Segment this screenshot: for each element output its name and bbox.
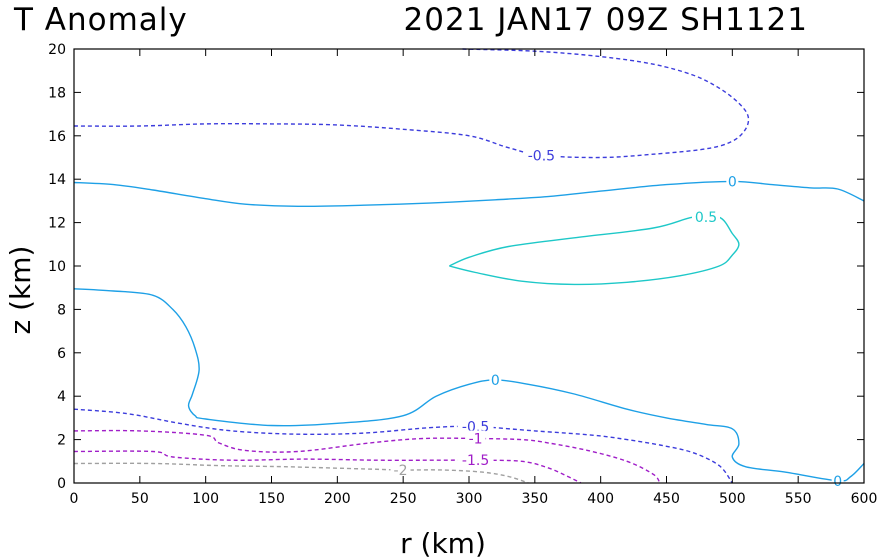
contour-pos-0-5 [449, 214, 740, 286]
y-tick-label: 8 [57, 302, 66, 318]
x-tick-label: 550 [785, 491, 812, 507]
x-axis-title: r (km) [400, 527, 486, 559]
x-tick-label: 300 [456, 491, 483, 507]
contour-label: 0.5 [695, 210, 717, 226]
x-tick-label: 100 [192, 491, 219, 507]
y-tick-label: 12 [48, 216, 66, 232]
contour-label-bg [523, 147, 560, 163]
x-tick-label: 50 [131, 491, 149, 507]
contour-zero-lower [73, 288, 865, 482]
x-tick-label: 150 [258, 491, 285, 507]
y-tick-label: 10 [48, 259, 66, 275]
y-tick-label: 6 [57, 346, 66, 362]
contour-label: -2 [394, 463, 408, 479]
contour-zero-upper [73, 180, 865, 208]
title-left: T Anomaly [13, 2, 188, 38]
y-tick-label: 20 [48, 42, 66, 58]
contour-label-bg [390, 461, 411, 477]
x-tick-label: 200 [324, 491, 351, 507]
y-tick-label: 0 [57, 476, 66, 492]
x-tick-label: 350 [521, 491, 548, 507]
contour-lines: -0.500.500-0.5-1-1.5-2 [73, 48, 865, 490]
y-tick-label: 4 [57, 389, 66, 405]
contour-label: -1 [469, 432, 483, 448]
x-tick-label: 600 [851, 491, 878, 507]
y-tick-label: 16 [48, 129, 66, 145]
x-tick-label: 250 [390, 491, 417, 507]
x-tick-label: 400 [587, 491, 614, 507]
plot-frame [73, 48, 865, 484]
y-tick-label: 18 [48, 85, 66, 101]
contour-label: -0.5 [528, 148, 555, 164]
contour-label-bg [692, 209, 720, 225]
contour-neg-1-5 [73, 450, 582, 484]
y-axis-title: z (km) [4, 246, 37, 335]
contour-label: 0 [491, 373, 500, 389]
x-tick-label: 500 [719, 491, 746, 507]
contour-label-bg [457, 418, 494, 434]
contour-label-bg [489, 371, 502, 387]
contour-neg-2 [73, 462, 529, 484]
x-tick-label: 450 [653, 491, 680, 507]
contour-label-bg [831, 472, 844, 488]
axis-ticks: 0 50 100 150 200 250 300 350 400 450 500 550 6000246… [48, 42, 877, 507]
y-tick-label: 14 [48, 172, 66, 188]
contour-label: -1.5 [462, 453, 489, 469]
contour-label: 0 [728, 174, 737, 190]
contour-label-bg [465, 430, 486, 446]
contour-label-bg [726, 173, 739, 189]
x-tick-label: 0 [70, 491, 79, 507]
y-tick-label: 2 [57, 433, 66, 449]
contour-label: 0 [833, 474, 842, 490]
contour-label-bg [457, 452, 494, 468]
contour-neg-1 [73, 429, 661, 484]
contour-neg-0-5-upper [73, 48, 750, 159]
title-right: 2021 JAN17 09Z SH1121 [404, 2, 808, 38]
